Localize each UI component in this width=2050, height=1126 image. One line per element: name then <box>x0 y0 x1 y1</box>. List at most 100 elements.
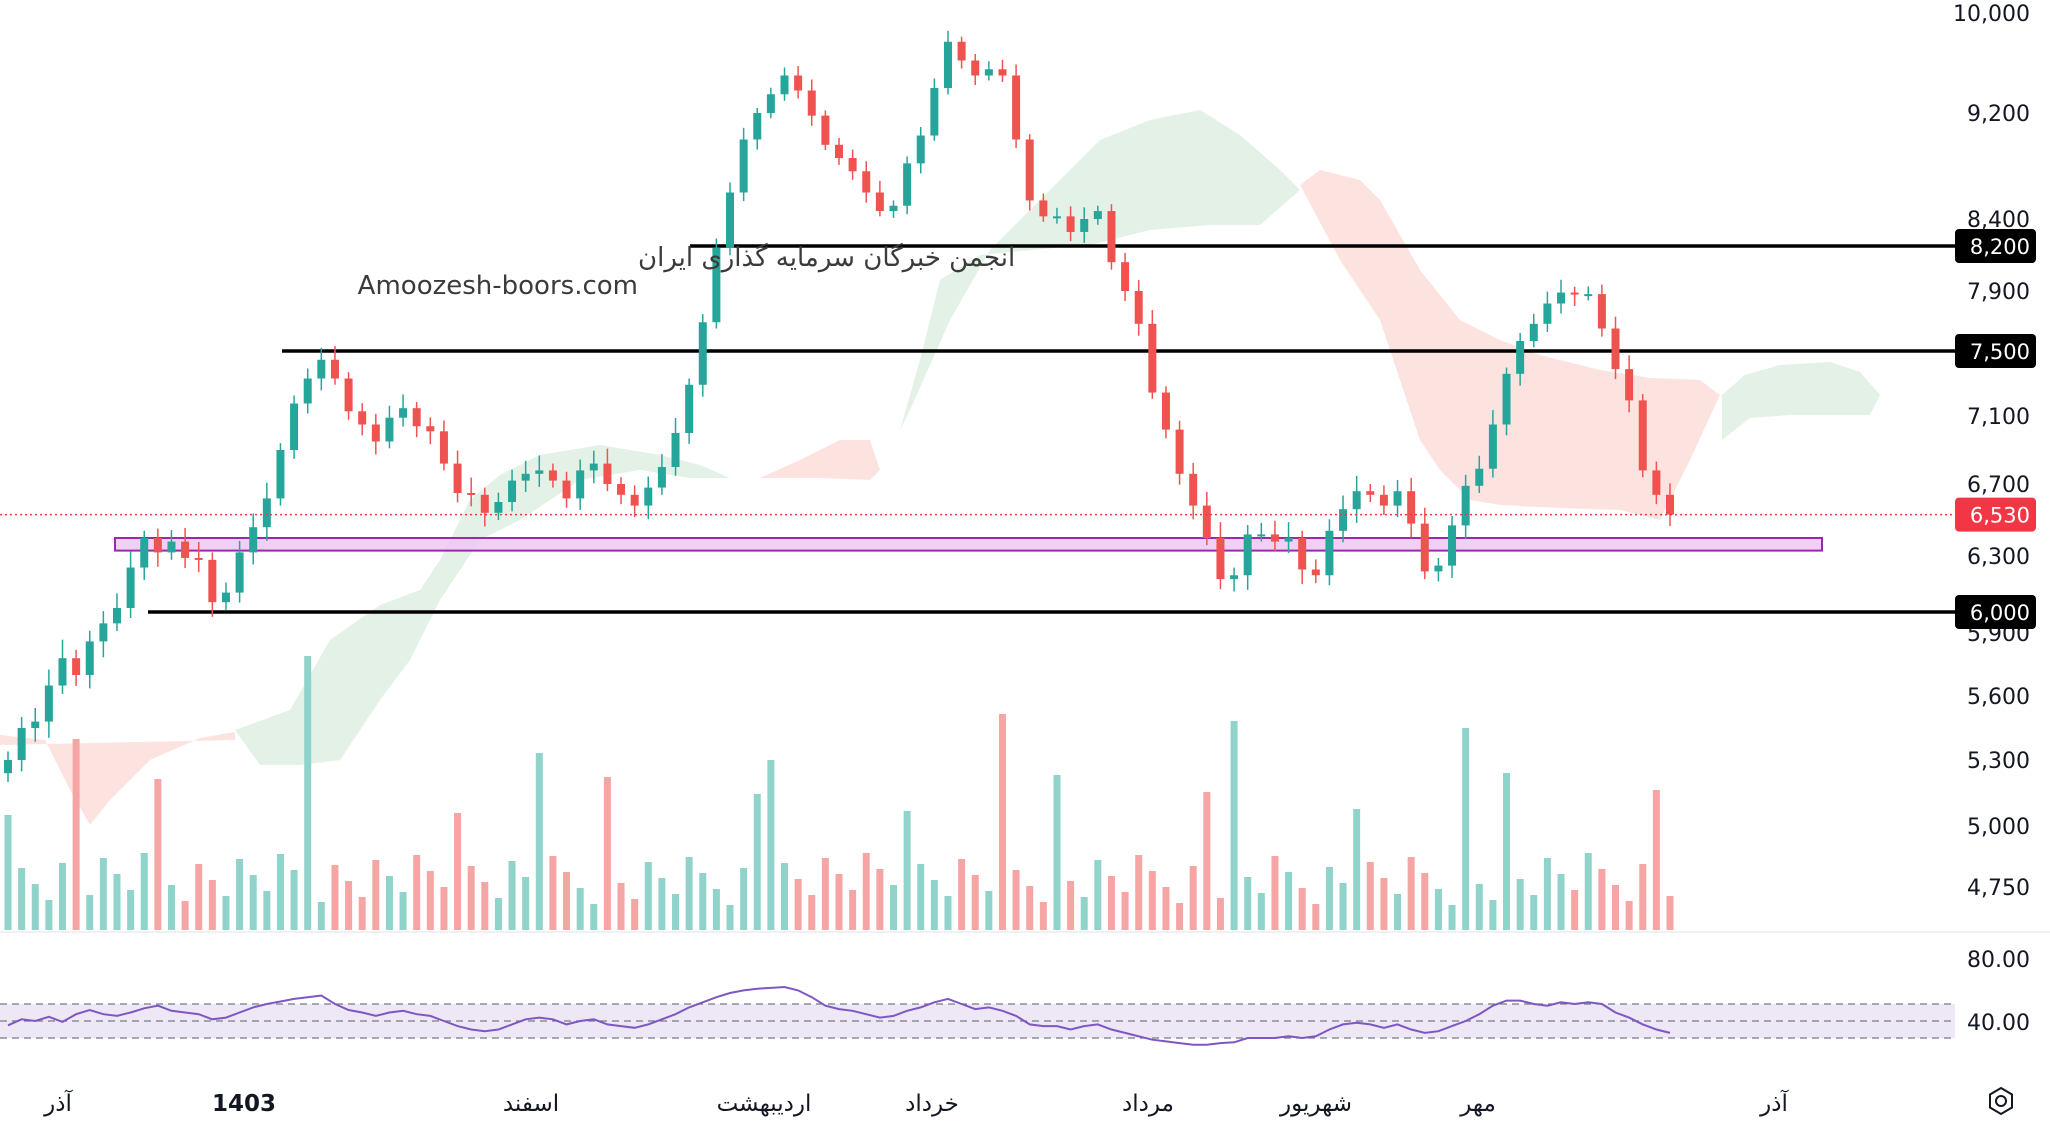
candle-body <box>167 541 176 553</box>
candle-body <box>1066 216 1075 232</box>
time-label: آذر <box>1759 1089 1789 1117</box>
candle-body <box>1189 473 1198 506</box>
volume-bar <box>726 905 734 930</box>
price-tick-label: 9,200 <box>1967 102 2030 127</box>
candle-body <box>235 552 244 593</box>
candle-body <box>344 378 353 412</box>
candle-body <box>1175 429 1184 474</box>
time-axis: آذر 1403 اسفند اردیبهشت خرداد مرداد شهریور مهر آ… <box>43 1089 1789 1117</box>
time-label: 1403 <box>212 1091 276 1117</box>
volume-bar <box>808 895 816 930</box>
volume-bar <box>1366 862 1374 930</box>
time-label: مرداد <box>1122 1091 1174 1117</box>
candlestick-series <box>4 30 1674 782</box>
candle-body <box>1420 523 1429 572</box>
support-zone <box>114 537 1823 552</box>
candle-body <box>1107 211 1116 263</box>
candle-body <box>1025 139 1034 201</box>
volume-bar <box>58 863 66 930</box>
volume-bar <box>712 889 720 930</box>
candle-body <box>1543 303 1552 324</box>
candle-body <box>126 567 135 608</box>
volume-bar <box>971 875 979 930</box>
level-badge-6000-text: 6,000 <box>1970 601 2030 625</box>
volume-bar <box>862 853 870 930</box>
price-tick-label: 6,300 <box>1967 545 2030 570</box>
volume-bar <box>45 900 53 930</box>
candle-body <box>1298 538 1307 570</box>
candle-body <box>1202 505 1211 538</box>
candle-body <box>221 592 230 603</box>
candle-body <box>1366 491 1375 495</box>
candle-body <box>1557 292 1566 304</box>
candle-body <box>875 192 884 212</box>
candle-body <box>1080 219 1089 232</box>
price-tick-label: 6,700 <box>1967 473 2030 498</box>
candle-body <box>290 403 299 450</box>
candle-body <box>426 426 435 432</box>
volume-bar <box>1053 775 1061 930</box>
volume-bar <box>1666 896 1674 930</box>
volume-bar <box>1421 873 1429 930</box>
volume-bar <box>1530 895 1538 930</box>
candle-body <box>589 463 598 471</box>
candle-body <box>494 502 503 513</box>
candle-body <box>1052 216 1061 219</box>
volume-bar <box>195 864 203 930</box>
price-tick-label: 8,400 <box>1967 208 2030 233</box>
volume-bar <box>1039 902 1047 930</box>
candle-body <box>399 408 408 418</box>
volume-bar <box>821 858 829 930</box>
candle-body <box>44 685 53 722</box>
candle-body <box>1230 575 1239 580</box>
volume-bar <box>304 656 312 930</box>
candle-body <box>548 470 557 481</box>
candle-body <box>1529 323 1538 341</box>
volume-bar <box>617 883 625 930</box>
candle-body <box>1352 491 1361 510</box>
volume-bar <box>413 855 421 930</box>
candle-body <box>276 450 285 499</box>
volume-bar <box>944 896 952 930</box>
candle-body <box>1284 538 1293 542</box>
candle-body <box>1584 294 1593 297</box>
candle-body <box>1475 468 1484 486</box>
chart-settings-icon[interactable] <box>1986 1086 2016 1116</box>
candle-body <box>1148 323 1157 393</box>
volume-bar <box>699 873 707 930</box>
volume-bar <box>1598 869 1606 930</box>
candle-body <box>1339 509 1348 531</box>
volume-bar <box>1503 773 1511 930</box>
candle-body <box>1039 200 1048 217</box>
candle-body <box>1434 565 1443 572</box>
last-price-badge-text: 6,530 <box>1970 504 2030 528</box>
candle-body <box>1597 294 1606 329</box>
level-badge-7500-text: 7,500 <box>1970 340 2030 364</box>
volume-bar <box>1639 864 1647 930</box>
candle-body <box>249 527 258 553</box>
candle-body <box>358 411 367 425</box>
volume-bar <box>385 876 393 930</box>
volume-bar <box>181 901 189 930</box>
candle-body <box>262 498 271 528</box>
volume-bar <box>1257 893 1265 930</box>
volume-bar <box>72 739 80 930</box>
candle-body <box>671 433 680 467</box>
candle-body <box>1638 400 1647 471</box>
candle-body <box>794 75 803 91</box>
candle-body <box>698 322 707 385</box>
candle-body <box>535 470 544 474</box>
volume-bar <box>889 885 897 930</box>
volume-bar <box>1448 905 1456 930</box>
level-badge-7500-box <box>1955 334 2036 368</box>
volume-bar <box>1148 871 1156 930</box>
volume-bar <box>998 714 1006 930</box>
volume-bar <box>140 853 148 930</box>
candle-body <box>17 728 26 760</box>
candle-body <box>617 484 626 495</box>
candle-body <box>317 359 326 379</box>
volume-bar <box>1489 900 1497 930</box>
candle-body <box>303 378 312 404</box>
volume-bar <box>222 896 230 930</box>
